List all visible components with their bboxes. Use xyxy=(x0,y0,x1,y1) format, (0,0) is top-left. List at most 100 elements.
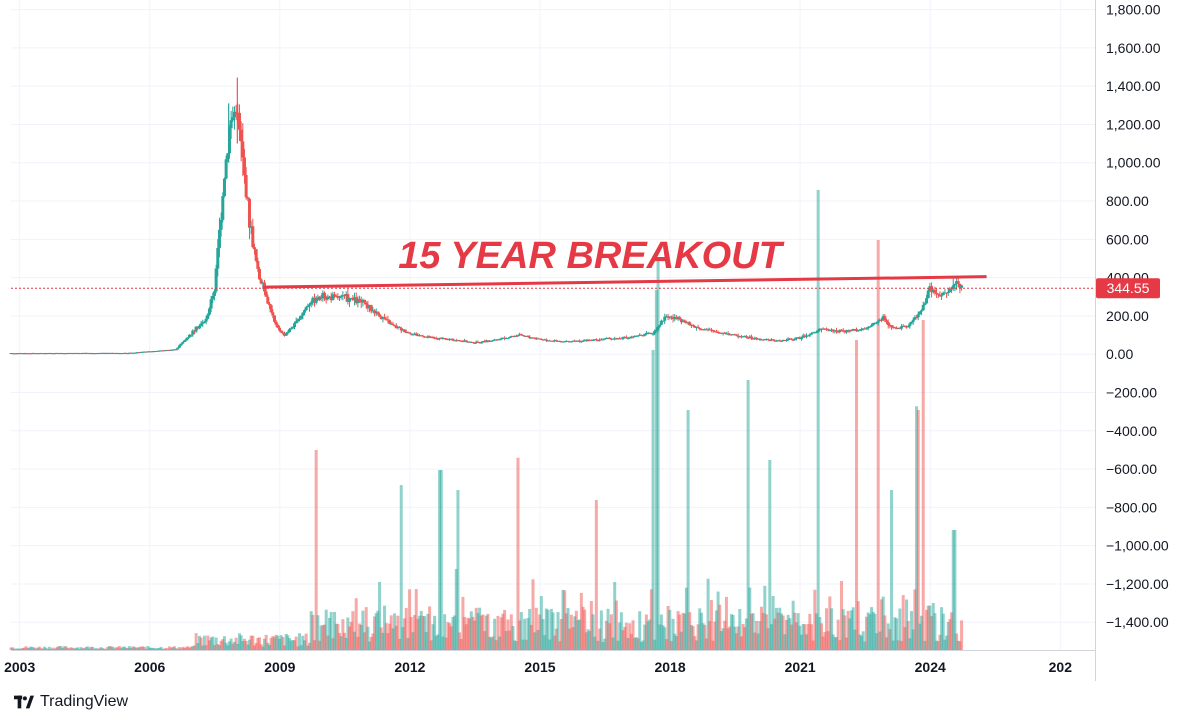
volume-bar xyxy=(826,631,830,650)
candle-body xyxy=(404,332,408,334)
volume-bar xyxy=(571,627,575,650)
volume-bar xyxy=(901,595,905,650)
volume-bar xyxy=(461,596,465,650)
y-tick-label: 800.00 xyxy=(1106,193,1149,209)
volume-bar xyxy=(558,641,562,650)
volume-bar xyxy=(147,647,151,650)
volume-bar xyxy=(232,641,236,650)
volume-bar xyxy=(316,615,320,650)
candle-body xyxy=(960,285,964,288)
candle-body xyxy=(428,336,432,338)
volume-bar xyxy=(66,647,70,650)
volume-bar xyxy=(338,632,342,650)
candle-body xyxy=(663,316,667,321)
y-tick-label: −600.00 xyxy=(1106,461,1157,477)
volume-bar xyxy=(469,611,473,650)
annotation-text[interactable]: 15 YEAR BREAKOUT xyxy=(398,235,784,277)
candle-body xyxy=(833,330,837,332)
candle-body xyxy=(356,298,360,304)
candle-body xyxy=(888,324,892,326)
y-tick-label: 200.00 xyxy=(1106,308,1149,324)
candle-body xyxy=(886,322,890,325)
volume-bar xyxy=(413,615,417,650)
volume-bar xyxy=(239,635,243,650)
candle-body xyxy=(806,335,810,337)
volume-bar xyxy=(688,612,692,650)
candle-body xyxy=(716,331,720,333)
candle-body xyxy=(733,334,737,336)
candle-body xyxy=(840,329,844,331)
candle-body xyxy=(137,352,141,354)
candle-body xyxy=(946,291,950,293)
candle-body xyxy=(536,338,540,340)
volume-bar xyxy=(880,599,884,650)
candle-body xyxy=(144,351,148,353)
candle-body xyxy=(466,341,470,343)
candle-body xyxy=(804,335,808,337)
volume-bar xyxy=(194,633,198,650)
volume-bar xyxy=(199,637,203,650)
candle-body xyxy=(514,335,518,337)
volume-bar xyxy=(684,587,688,650)
candle-body xyxy=(44,353,48,355)
volume-bar xyxy=(86,646,90,650)
candle-body xyxy=(936,293,940,295)
candle-body xyxy=(11,353,15,355)
candle-body xyxy=(726,333,730,335)
x-axis[interactable]: 2003 2006 2009 2012 2015 2018 2021 2024 202 xyxy=(4,659,1072,675)
volume-bar xyxy=(926,605,930,650)
candle-body xyxy=(401,329,405,331)
volume-bar xyxy=(895,618,899,650)
volume-bar xyxy=(358,623,362,650)
candle-body xyxy=(798,337,802,340)
volume-bar xyxy=(414,589,418,650)
candle-body xyxy=(476,341,480,343)
volume-bar xyxy=(101,648,105,650)
candle-body xyxy=(413,333,417,335)
volume-bar xyxy=(664,639,668,650)
volume-bar xyxy=(883,615,887,650)
volume-bar xyxy=(843,615,847,650)
candle-body xyxy=(423,336,427,338)
volume-bar xyxy=(903,627,907,650)
candle-body xyxy=(224,159,228,179)
volume-bar xyxy=(676,611,680,650)
candle-body xyxy=(714,331,718,333)
volume-bar xyxy=(763,585,767,650)
candle-body xyxy=(436,338,440,340)
y-tick-label: 1,400.00 xyxy=(1106,78,1161,94)
candle-body xyxy=(41,353,45,355)
candle-body xyxy=(81,352,85,354)
volume-bar xyxy=(351,611,355,650)
volume-bar xyxy=(134,647,138,650)
volume-bar xyxy=(478,607,482,650)
volume-bar xyxy=(716,591,720,650)
volume-bar xyxy=(546,609,550,650)
volume-bar xyxy=(744,618,748,650)
volume-bar xyxy=(848,618,852,650)
tradingview-logo[interactable]: TradingView xyxy=(14,693,128,711)
candle-body xyxy=(504,338,508,340)
volume-bar xyxy=(186,646,190,650)
breakout-trendline[interactable] xyxy=(262,275,987,289)
volume-bar xyxy=(501,613,505,650)
candle-body xyxy=(651,333,655,335)
volume-bar xyxy=(226,645,230,650)
volume-bar xyxy=(578,619,582,650)
volume-bar xyxy=(428,606,432,650)
volume-bar xyxy=(328,617,332,650)
volume-bar xyxy=(301,635,305,650)
volume-bar xyxy=(54,647,58,650)
volume-bar xyxy=(768,460,772,650)
candle-body xyxy=(571,340,575,342)
volume-bar xyxy=(945,635,949,650)
candle-body xyxy=(164,350,168,352)
volume-bar xyxy=(624,622,628,650)
volume-bar xyxy=(142,646,146,650)
volume-bar xyxy=(523,618,527,650)
candle-body xyxy=(259,279,263,284)
candle-body xyxy=(788,338,792,340)
candle-body xyxy=(139,351,143,353)
x-axis-border xyxy=(11,650,1095,651)
